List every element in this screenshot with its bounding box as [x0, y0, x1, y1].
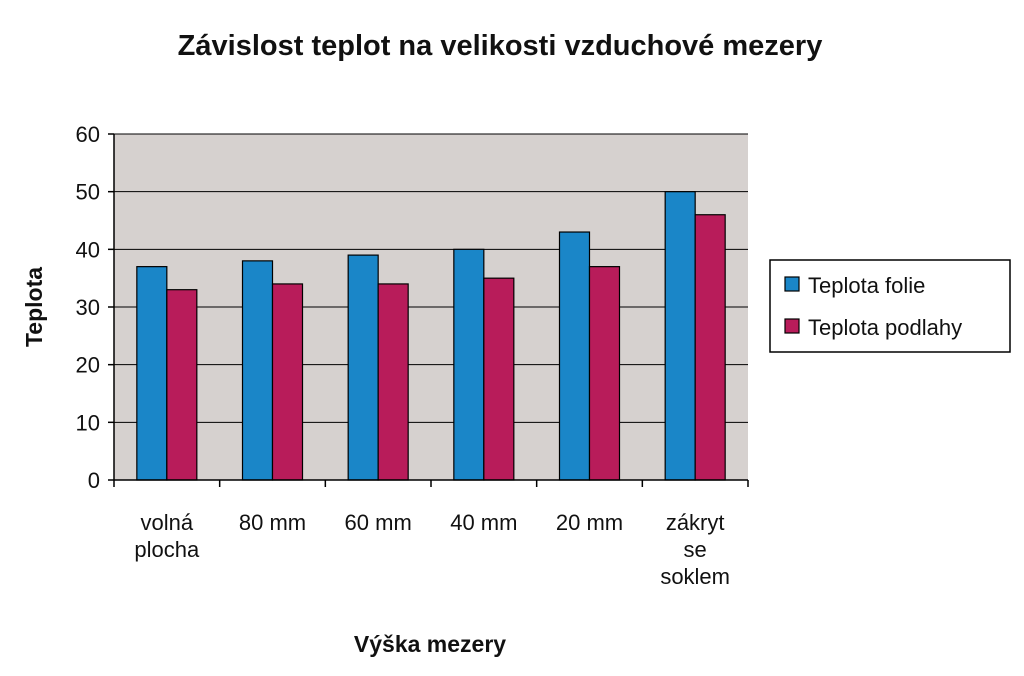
y-tick-label: 30 [76, 295, 100, 320]
bar-podlahy-3 [483, 277, 515, 481]
grid-lines [114, 133, 748, 423]
bar-folie-4 [558, 231, 591, 481]
x-category-label: 20 mm [556, 510, 623, 535]
x-category-labels: volná plocha 80 mm 60 mm 40 mm 20 mm zákryt se s… [134, 510, 730, 589]
y-tick-label: 10 [76, 410, 100, 435]
bar-folie-1 [241, 260, 274, 481]
legend-swatch [784, 276, 800, 292]
y-tick-label: 60 [76, 122, 100, 147]
x-category-label: 80 mm [239, 510, 306, 535]
legend-label: Teplota podlahy [808, 315, 962, 340]
y-tick-label: 0 [88, 468, 100, 493]
legend-label: Teplota folie [808, 273, 925, 298]
legend: Teplota folie Teplota podlahy [769, 259, 1011, 353]
x-category-label: volná plocha [134, 510, 200, 562]
bar-folie-0 [136, 266, 168, 481]
bar-folie-3 [453, 248, 485, 481]
x-category-label: 40 mm [450, 510, 517, 535]
bar-podlahy-5 [694, 214, 726, 481]
y-tick-label: 40 [76, 237, 100, 262]
bar-podlahy-0 [166, 289, 198, 481]
x-category-label: 60 mm [345, 510, 412, 535]
x-category-label: zákryt se soklem [660, 510, 730, 589]
legend-swatch [784, 318, 800, 334]
y-tick-labels: 0 10 20 30 40 50 60 [76, 122, 100, 493]
bar-podlahy-1 [271, 283, 304, 481]
y-tick-label: 20 [76, 353, 100, 378]
bar-podlahy-2 [377, 283, 409, 481]
y-axis-title: Teplota [21, 267, 47, 347]
bar-folie-2 [347, 254, 379, 481]
chart-title: Závislost teplot na velikosti vzduchové … [178, 30, 823, 62]
x-axis-title: Výška mezery [354, 631, 506, 657]
bar-folie-5 [664, 191, 696, 481]
bar-podlahy-4 [588, 266, 621, 481]
axes [108, 133, 749, 487]
legend-box [769, 259, 1011, 353]
y-tick-label: 50 [76, 180, 100, 205]
bars [136, 191, 726, 481]
